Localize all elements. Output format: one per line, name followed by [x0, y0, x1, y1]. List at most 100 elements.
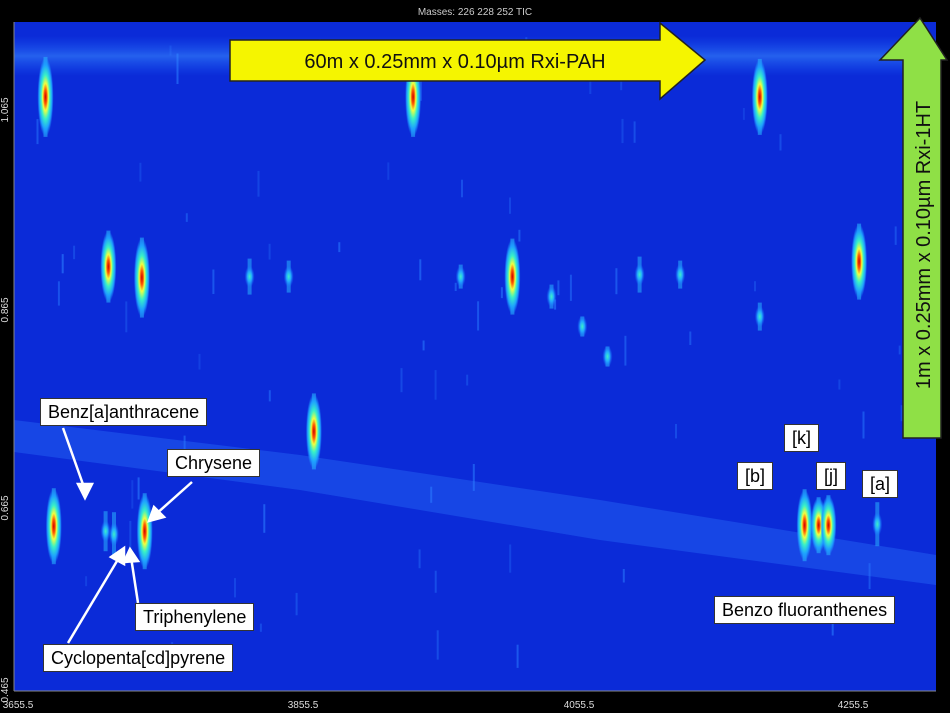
minor-peak-streak: [85, 576, 88, 587]
column1-label: 60m x 0.25mm x 0.10µm Rxi-PAH: [304, 51, 605, 73]
minor-peak-streak: [185, 213, 188, 222]
minor-peak-streak: [518, 229, 521, 242]
peak: [109, 512, 119, 557]
callout-arrows: [61, 427, 193, 644]
minor-peak-streak: [779, 134, 782, 151]
peak: [546, 284, 557, 309]
minor-peak-streak: [419, 69, 422, 101]
minor-peak-streak: [419, 259, 422, 281]
minor-peak-streak: [57, 281, 60, 306]
y-tick-label: 1.065: [0, 97, 11, 122]
peak: [602, 345, 613, 368]
y-tick-label: 0.665: [0, 495, 11, 520]
minor-peak-streak: [900, 405, 903, 422]
peak: [283, 260, 294, 293]
minor-peak-streak: [615, 268, 618, 295]
minor-peak-streak: [125, 301, 128, 333]
peak: [37, 56, 54, 137]
minor-peak-streak: [263, 504, 266, 533]
plot-area: [14, 22, 936, 691]
peak: [305, 393, 322, 470]
callout-bf-k: [k]: [784, 424, 820, 452]
minor-peak-streak: [898, 345, 901, 355]
peak: [796, 489, 813, 562]
minor-peak-streak: [477, 301, 480, 331]
callout-triphenylene: Triphenylene: [135, 603, 255, 631]
minor-peak-streak: [338, 242, 341, 253]
column1-arrow: [229, 21, 707, 101]
minor-peak-streak: [183, 435, 186, 450]
minor-peak-streak: [633, 121, 636, 143]
minor-peak-streak: [621, 118, 624, 144]
minor-peak-streak: [742, 108, 745, 120]
peak: [45, 488, 62, 565]
masses-label: Masses: 226 228 252 TIC: [418, 7, 532, 18]
minor-peak-streak: [554, 299, 557, 310]
minor-peak-streak: [516, 644, 519, 668]
minor-peak-streak: [434, 370, 437, 400]
minor-peak-streak: [894, 226, 897, 245]
x-tick-label: 3655.5: [3, 700, 34, 711]
peak: [751, 58, 768, 135]
minor-peak-streak: [868, 563, 871, 590]
peak: [820, 495, 837, 556]
minor-peak-streak: [387, 162, 390, 180]
callout-benzo-fluoranthenes: Benzo fluoranthenes: [714, 596, 896, 624]
peak: [754, 302, 765, 331]
minor-peak-streak: [129, 520, 132, 551]
minor-peak-streak: [838, 379, 841, 390]
minor-peak-streak: [422, 340, 425, 351]
minor-peak-streak: [212, 269, 215, 294]
minor-peak-streak: [268, 243, 271, 260]
y-tick-label: 0.865: [0, 297, 11, 322]
minor-peak-streak: [73, 245, 76, 260]
peak: [100, 230, 117, 303]
peak: [577, 315, 588, 338]
minor-peak-streak: [268, 390, 271, 402]
minor-peak-streak: [754, 281, 756, 292]
peak: [872, 502, 883, 547]
peak: [244, 258, 255, 295]
minor-peak-streak: [569, 274, 572, 301]
x-tick-label: 3855.5: [288, 700, 319, 711]
minor-peak-streak: [461, 179, 463, 198]
callout-cyclopenta-cd-pyrene: Cyclopenta[cd]pyrene: [43, 644, 234, 672]
peak: [634, 256, 645, 293]
peak: [455, 264, 466, 289]
minor-peak-streak: [589, 76, 592, 94]
minor-peak-streak: [472, 464, 475, 491]
minor-peak-streak: [400, 368, 403, 393]
callout-benz-a-anthracene: Benz[a]anthracene: [40, 398, 208, 426]
callout-bf-b: [b]: [737, 462, 774, 490]
minor-peak-streak: [139, 162, 142, 182]
minor-peak-streak: [430, 486, 433, 503]
x-tick-label: 4055.5: [564, 700, 595, 711]
minor-peak-streak: [466, 374, 469, 386]
x-tick-label: 4255.5: [838, 700, 869, 711]
minor-peak-streak: [257, 170, 260, 197]
peak: [675, 260, 686, 289]
minor-peak-streak: [295, 592, 298, 616]
minor-peak-streak: [137, 477, 140, 500]
column2-label: 1m x 0.25mm x 0.10µm Rxi-1HT: [913, 101, 935, 389]
peak: [851, 223, 868, 300]
minor-peak-streak: [624, 335, 627, 366]
minor-peak-streak: [862, 411, 865, 439]
minor-peak-streak: [36, 119, 39, 145]
callout-bf-j: [j]: [816, 462, 847, 490]
column2-arrow: [878, 16, 949, 439]
peak-layer: [37, 56, 883, 570]
minor-peak-streak: [622, 569, 625, 583]
callout-chrysene: Chrysene: [167, 449, 261, 477]
minor-peak-streak: [61, 254, 64, 274]
minor-peak-streak: [454, 282, 457, 291]
minor-peak-streak: [500, 287, 503, 299]
minor-peak-streak: [434, 570, 437, 593]
minor-peak-streak: [131, 480, 134, 509]
minor-peak-streak: [689, 331, 692, 345]
minor-peak-streak: [557, 280, 560, 296]
minor-peak-streak: [198, 353, 201, 370]
y-tick-label: 0.465: [0, 677, 11, 702]
peak: [136, 493, 153, 570]
